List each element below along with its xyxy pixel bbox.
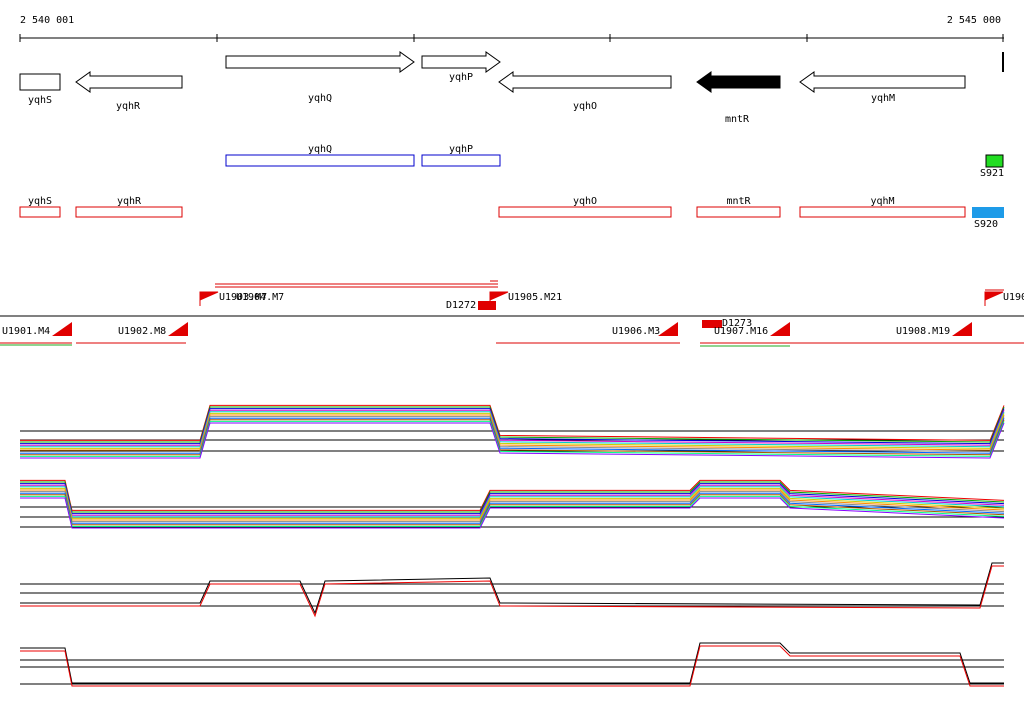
gene-label: yqhQ xyxy=(308,93,332,104)
expression-trace xyxy=(20,565,1004,618)
axis-start: 2 540 001 xyxy=(20,15,74,26)
axis-end: 2 545 000 xyxy=(947,15,1001,26)
blue-feature-label: yqhQ xyxy=(308,144,332,155)
transcript-label: U1905.M21 xyxy=(508,292,562,303)
d-feature xyxy=(478,301,496,310)
red-feature-label: yqhR xyxy=(117,196,142,207)
red-feature-label: yqhM xyxy=(870,196,894,207)
signal-label: S921 xyxy=(980,168,1004,179)
gene-label: yqhR xyxy=(116,101,141,112)
gene-label: yqhP xyxy=(449,72,473,83)
expression-trace xyxy=(20,562,1004,615)
start-flag xyxy=(984,291,1004,306)
transcript-label: U190 xyxy=(1003,292,1024,303)
expression-trace xyxy=(20,422,1005,459)
gene-label: yqhM xyxy=(871,93,895,104)
gene-label: yqhS xyxy=(28,95,52,106)
gene-arrow xyxy=(498,71,672,93)
red-feature xyxy=(75,206,183,218)
gene-arrow xyxy=(799,71,966,93)
blue-feature-label: yqhP xyxy=(449,144,473,155)
transcript-label: D1273 xyxy=(722,318,752,329)
expression-trace xyxy=(20,642,1004,684)
red-feature xyxy=(19,206,61,218)
blue-feature xyxy=(421,154,501,167)
red-feature-label: yqhS xyxy=(28,196,52,207)
transcript-label: U1902.M8 xyxy=(118,326,166,337)
transcript-label: U1906.M3 xyxy=(612,326,660,337)
gene-label: mntR xyxy=(725,114,750,125)
expression-trace xyxy=(20,497,1005,529)
gene-arrow xyxy=(421,51,501,73)
gene-arrow xyxy=(696,71,781,93)
axis-ruler xyxy=(19,34,1004,42)
red-feature xyxy=(498,206,672,218)
transcript-label: U1901.M4 xyxy=(2,326,50,337)
red-feature-label: mntR xyxy=(726,196,751,207)
transcript-label: U1908.M19 xyxy=(896,326,950,337)
d-feature xyxy=(702,320,722,328)
start-flag xyxy=(168,322,188,336)
expression-trace xyxy=(20,406,1005,443)
start-flag xyxy=(199,291,219,306)
start-flag xyxy=(52,322,72,336)
blue-feature xyxy=(225,154,415,167)
signal-feature xyxy=(985,154,1004,168)
gene-arrow xyxy=(225,51,415,73)
expression-trace xyxy=(20,645,1004,687)
red-feature xyxy=(696,206,781,218)
transcript-label: D1272 xyxy=(446,300,476,311)
red-feature-label: yqhO xyxy=(573,196,597,207)
start-flag xyxy=(658,322,678,336)
red-feature xyxy=(799,206,966,218)
signal-feature xyxy=(972,207,1004,218)
start-flag xyxy=(770,322,790,336)
gene-arrow xyxy=(75,71,183,93)
gene-label: yqhO xyxy=(573,101,597,112)
transcript-label: U1907.M16 xyxy=(714,326,768,337)
gene xyxy=(19,73,61,91)
transcript-label: U1903.M7 xyxy=(219,292,267,303)
expression-trace xyxy=(20,404,1005,441)
transcript-label: U1904.M7 xyxy=(236,292,284,303)
start-flag xyxy=(952,322,972,336)
expression-trace xyxy=(20,408,1005,445)
signal-label: S920 xyxy=(974,219,998,230)
